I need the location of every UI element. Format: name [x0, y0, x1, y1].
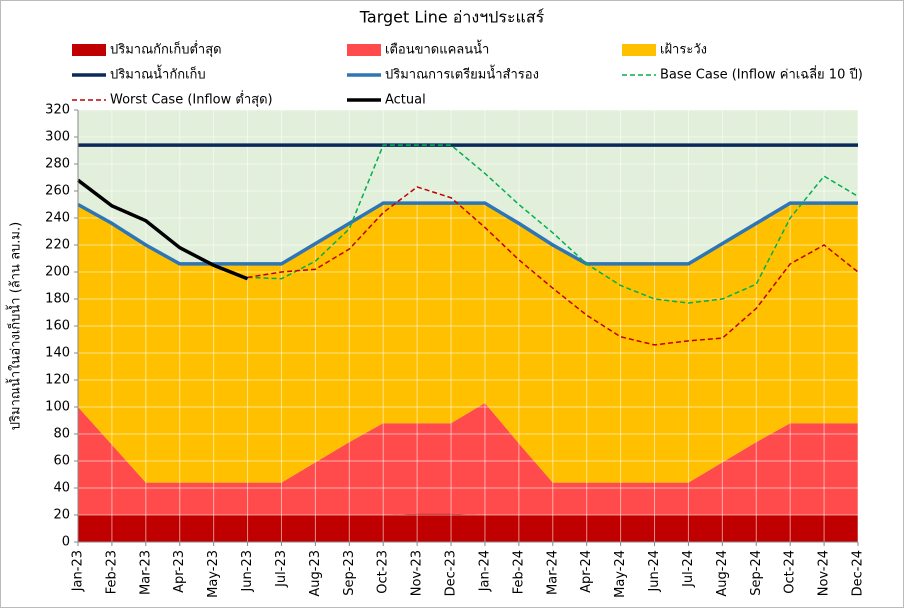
y-tick-label: 260 — [45, 184, 70, 199]
x-tick-label: Oct-23 — [376, 550, 391, 594]
x-tick-label: Oct-24 — [783, 550, 798, 594]
x-tick-label: Nov-24 — [817, 550, 832, 596]
x-tick-label: Jul-23 — [274, 550, 289, 588]
y-tick-label: 60 — [53, 454, 70, 469]
chart-title: Target Line อ่างฯประแสร์ — [359, 8, 545, 27]
x-tick-label: Jan-24 — [477, 550, 492, 592]
x-tick-label: Apr-24 — [579, 550, 594, 593]
legend-label: เฝ้าระวัง — [660, 43, 707, 58]
line — [247, 144, 859, 304]
x-tick-label: Aug-24 — [715, 550, 730, 597]
line — [76, 178, 249, 281]
legend-label: Actual — [385, 93, 426, 108]
y-tick-label: 300 — [45, 130, 70, 145]
x-tick-label: Sep-24 — [749, 550, 764, 596]
x-tick-label: Jun-23 — [240, 550, 255, 593]
legend-swatch — [622, 44, 656, 56]
y-tick-label: 40 — [53, 481, 70, 496]
x-tick-label: May-24 — [613, 550, 628, 598]
y-tick-label: 100 — [45, 400, 70, 415]
legend-label: Base Case (Inflow ค่าเฉลี่ย 10 ปี) — [660, 66, 863, 83]
x-tick-label: Dec-23 — [444, 550, 459, 596]
x-tick-label: May-23 — [206, 550, 221, 598]
x-tick-label: Mar-24 — [545, 550, 560, 595]
y-tick-label: 140 — [45, 346, 70, 361]
y-tick-label: 220 — [45, 238, 70, 253]
y-tick-label: 120 — [45, 373, 70, 388]
legend-label: ปริมาณน้ำกักเก็บ — [110, 65, 206, 83]
x-tick-label: Feb-24 — [511, 550, 526, 594]
legend-label: Worst Case (Inflow ต่ำสุด) — [110, 91, 273, 108]
x-tick-label: Nov-23 — [410, 550, 425, 596]
legend-swatch — [347, 44, 381, 56]
legend-label: ปริมาณการเตรียมน้ำสำรอง — [385, 65, 539, 83]
area — [78, 513, 858, 542]
area — [78, 402, 858, 515]
legend-label: ปริมาณกักเก็บต่ำสุด — [110, 40, 222, 58]
y-tick-label: 180 — [45, 292, 70, 307]
x-tick-label: Jul-24 — [681, 550, 696, 588]
y-tick-label: 160 — [45, 319, 70, 334]
x-tick-label: Apr-23 — [172, 550, 187, 593]
x-tick-label: Jan-23 — [71, 550, 86, 592]
x-tick-label: Feb-23 — [104, 550, 119, 594]
y-axis-label: ปริมาณน้ำในอ่างเก็บน้ำ (ล้าน ลบ.ม.) — [6, 222, 24, 430]
y-tick-label: 240 — [45, 211, 70, 226]
y-tick-label: 0 — [62, 535, 70, 550]
y-tick-label: 80 — [53, 427, 70, 442]
legend-label: เตือนขาดแคลนน้ำ — [385, 40, 489, 58]
y-tick-label: 200 — [45, 265, 70, 280]
x-tick-label: Aug-23 — [308, 550, 323, 597]
x-tick-label: Mar-23 — [138, 550, 153, 595]
y-tick-label: 320 — [45, 103, 70, 118]
legend-swatch — [72, 44, 106, 56]
y-tick-label: 280 — [45, 157, 70, 172]
y-tick-label: 20 — [53, 508, 70, 523]
x-tick-label: Dec-24 — [851, 550, 866, 596]
x-tick-label: Sep-23 — [342, 550, 357, 596]
line — [247, 186, 859, 346]
x-tick-label: Jun-24 — [647, 550, 662, 593]
